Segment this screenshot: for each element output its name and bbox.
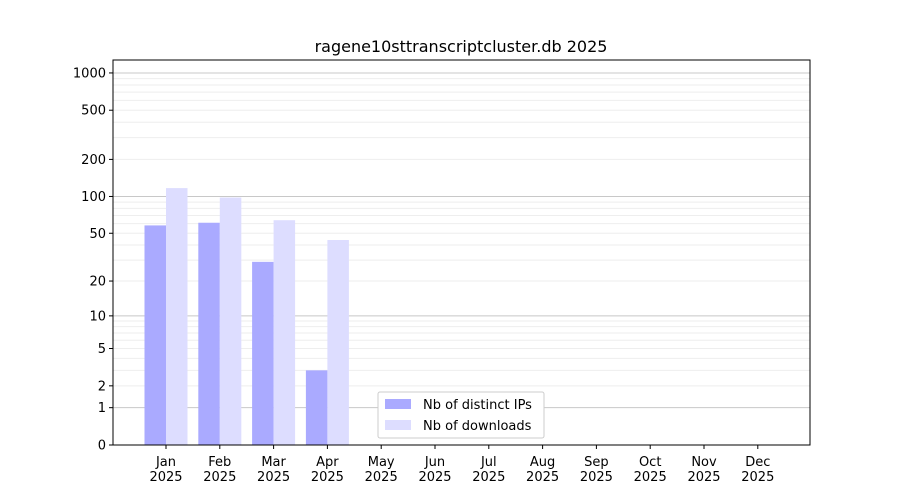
y-tick-label: 20 — [89, 275, 106, 290]
x-tick-label: Sep 2025 — [580, 455, 613, 485]
bar-ips — [252, 261, 274, 445]
y-tick-label: 1000 — [73, 66, 106, 81]
plot-frame — [112, 59, 811, 446]
x-tick-label: Jul 2025 — [472, 455, 505, 485]
chart-title: ragene10sttranscriptcluster.db 2025 — [315, 37, 608, 56]
legend-label-ips: Nb of distinct IPs — [423, 398, 532, 413]
bar-ips — [144, 225, 166, 445]
y-tick-label: 100 — [81, 190, 106, 205]
y-tick-label: 10 — [89, 309, 106, 324]
x-tick-label: May 2025 — [365, 455, 398, 485]
y-tick-label: 2 — [98, 379, 106, 394]
bar-downloads — [166, 188, 188, 446]
x-tick-label: Dec 2025 — [741, 455, 774, 485]
x-tick-label: Feb 2025 — [203, 455, 236, 485]
x-tick-label: Jan 2025 — [149, 455, 182, 485]
legend-label-downloads: Nb of downloads — [423, 419, 532, 434]
bar-ips — [305, 370, 328, 445]
bar-downloads — [327, 240, 349, 445]
y-tick-label: 50 — [89, 227, 106, 242]
y-tick-label: 200 — [81, 153, 106, 168]
y-tick-label: 1 — [98, 401, 106, 416]
x-tick-label: Nov 2025 — [687, 455, 720, 485]
bar-ips — [198, 222, 220, 445]
x-tick-label: Jun 2025 — [418, 455, 451, 485]
x-tick-label: Aug 2025 — [526, 455, 559, 485]
bar-downloads — [219, 197, 242, 445]
legend-swatch-downloads — [385, 420, 411, 430]
x-tick-label: Oct 2025 — [634, 455, 667, 485]
y-tick-label: 5 — [98, 342, 106, 357]
legend: Nb of distinct IPs Nb of downloads — [377, 391, 545, 439]
y-tick-label: 500 — [81, 104, 106, 119]
legend-swatch-ips — [385, 399, 411, 409]
x-tick-label: Apr 2025 — [311, 455, 344, 485]
x-tick-label: Mar 2025 — [257, 455, 290, 485]
y-tick-label: 0 — [98, 439, 106, 454]
bar-downloads — [273, 220, 296, 445]
